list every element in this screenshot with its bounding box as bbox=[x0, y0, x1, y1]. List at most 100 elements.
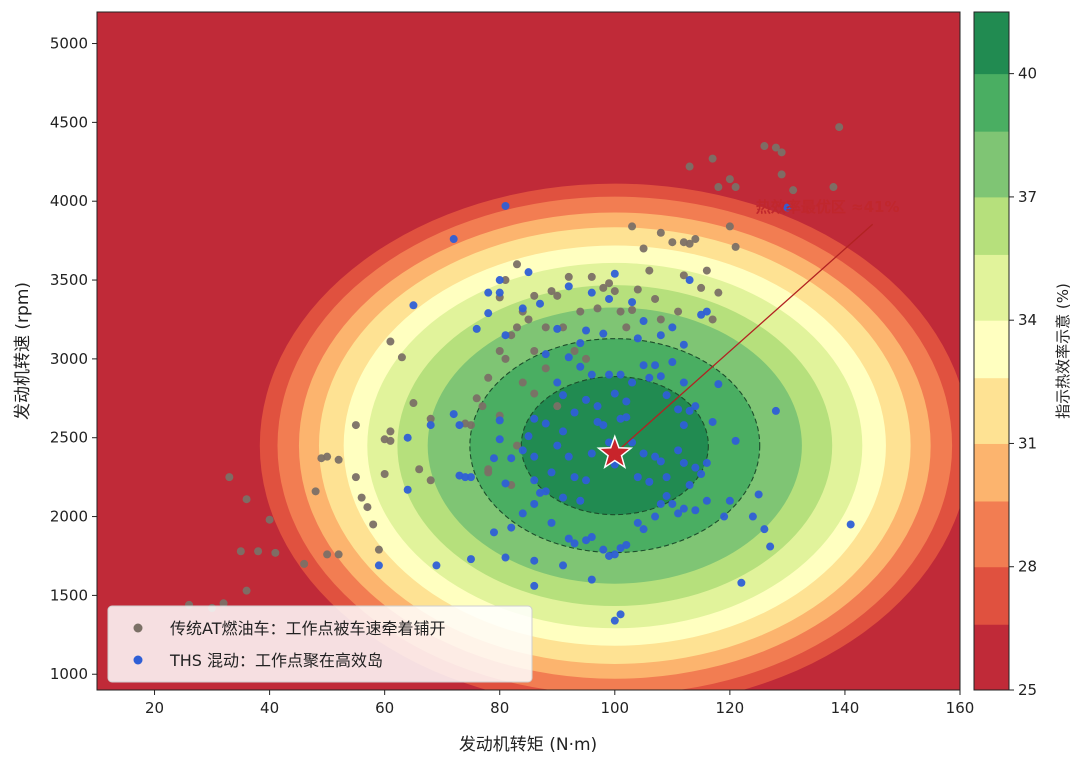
traditional-at-point bbox=[668, 238, 677, 247]
traditional-at-point bbox=[708, 154, 717, 163]
traditional-at-point bbox=[645, 266, 654, 275]
y-axis: 1000 1500 2000 2500 3000 3500 4000 4500 5000 bbox=[50, 35, 97, 683]
ths-hybrid-point bbox=[668, 323, 677, 332]
ths-hybrid-point bbox=[570, 408, 579, 417]
ths-hybrid-point bbox=[679, 340, 688, 349]
ths-hybrid-point bbox=[605, 294, 614, 303]
y-tick-label: 3000 bbox=[50, 350, 88, 368]
ths-hybrid-point bbox=[449, 235, 458, 244]
ths-hybrid-point bbox=[605, 438, 614, 447]
y-tick-label: 4500 bbox=[50, 113, 88, 131]
ths-hybrid-point bbox=[570, 539, 579, 548]
ths-hybrid-point bbox=[564, 534, 573, 543]
ths-hybrid-point bbox=[639, 525, 648, 534]
series-ths-hybrid-points bbox=[374, 201, 855, 625]
traditional-at-point bbox=[512, 441, 521, 450]
ths-hybrid-point bbox=[501, 201, 510, 210]
ths-hybrid-point bbox=[587, 288, 596, 297]
ths-hybrid-point bbox=[570, 473, 579, 482]
traditional-at-point bbox=[512, 260, 521, 269]
traditional-at-point bbox=[478, 402, 487, 411]
ths-hybrid-point bbox=[495, 276, 504, 285]
traditional-at-point bbox=[409, 399, 418, 408]
traditional-at-point bbox=[576, 307, 585, 316]
ths-hybrid-point bbox=[484, 309, 493, 318]
traditional-at-point bbox=[760, 142, 769, 151]
annotation-arrow bbox=[614, 223, 874, 454]
ths-hybrid-point bbox=[409, 301, 418, 310]
traditional-at-point bbox=[242, 586, 251, 595]
ths-hybrid-point bbox=[599, 329, 608, 338]
traditional-at-point bbox=[599, 283, 608, 292]
ths-hybrid-point bbox=[507, 523, 516, 532]
x-tick-label: 40 bbox=[260, 699, 279, 717]
ths-hybrid-point bbox=[679, 421, 688, 430]
colorbar-segment bbox=[974, 254, 1009, 321]
ths-hybrid-point bbox=[610, 389, 619, 398]
ths-hybrid-point bbox=[622, 540, 631, 549]
ths-hybrid-point bbox=[489, 454, 498, 463]
ths-hybrid-point bbox=[628, 438, 637, 447]
traditional-at-point bbox=[541, 323, 550, 332]
traditional-at-point bbox=[380, 469, 389, 478]
ths-hybrid-point bbox=[656, 457, 665, 466]
traditional-at-point bbox=[553, 291, 562, 300]
ths-hybrid-point bbox=[674, 446, 683, 455]
traditional-at-point bbox=[530, 347, 539, 355]
ths-hybrid-point bbox=[737, 578, 746, 587]
traditional-at-point bbox=[363, 503, 372, 512]
ths-hybrid-point bbox=[524, 268, 533, 277]
traditional-at-point bbox=[702, 266, 711, 275]
traditional-at-point bbox=[829, 183, 838, 192]
ths-hybrid-point bbox=[501, 553, 510, 562]
traditional-at-point bbox=[633, 285, 642, 294]
traditional-at-point bbox=[386, 427, 395, 436]
traditional-at-point bbox=[397, 353, 406, 362]
traditional-at-point bbox=[708, 315, 717, 324]
ths-hybrid-point bbox=[576, 362, 585, 371]
ths-hybrid-point bbox=[587, 575, 596, 584]
ths-hybrid-point bbox=[536, 299, 545, 308]
traditional-at-point bbox=[254, 547, 263, 556]
ths-hybrid-point bbox=[610, 269, 619, 278]
ths-hybrid-point bbox=[559, 561, 568, 570]
ths-hybrid-point bbox=[725, 496, 734, 505]
ths-hybrid-point bbox=[622, 413, 631, 422]
ths-hybrid-point bbox=[553, 378, 562, 387]
colorbar-tick-label: 34 bbox=[1018, 311, 1037, 329]
ths-hybrid-point bbox=[564, 353, 573, 362]
traditional-at-point bbox=[777, 170, 786, 179]
ths-hybrid-point bbox=[489, 528, 498, 537]
x-tick-label: 160 bbox=[946, 699, 975, 717]
ths-hybrid-point bbox=[628, 298, 637, 307]
ths-hybrid-point bbox=[466, 555, 475, 564]
ths-hybrid-point bbox=[662, 473, 671, 482]
ths-hybrid-point bbox=[639, 361, 648, 370]
ths-hybrid-point bbox=[708, 417, 717, 426]
ths-hybrid-point bbox=[674, 509, 683, 518]
traditional-at-point bbox=[651, 294, 660, 303]
traditional-at-point bbox=[674, 307, 683, 316]
ths-hybrid-point bbox=[662, 492, 671, 501]
y-tick-label: 1000 bbox=[50, 665, 88, 683]
colorbar-tick-label: 31 bbox=[1018, 434, 1037, 452]
traditional-at-point bbox=[725, 175, 734, 184]
traditional-at-point bbox=[530, 291, 539, 300]
traditional-at-point bbox=[582, 354, 591, 363]
ths-hybrid-point bbox=[679, 504, 688, 513]
traditional-at-point bbox=[835, 123, 844, 132]
ths-hybrid-point bbox=[530, 452, 539, 461]
colorbar-tick-label: 28 bbox=[1018, 558, 1037, 576]
traditional-at-point bbox=[610, 287, 619, 296]
ths-hybrid-point bbox=[697, 469, 706, 478]
traditional-at-point bbox=[484, 373, 493, 382]
traditional-at-point bbox=[501, 276, 510, 285]
traditional-at-point bbox=[300, 559, 309, 568]
plot-frame bbox=[96, 11, 961, 691]
ths-hybrid-point bbox=[495, 288, 504, 297]
ths-hybrid-point bbox=[559, 427, 568, 436]
ths-hybrid-point bbox=[610, 616, 619, 625]
ths-hybrid-point bbox=[645, 373, 654, 382]
ths-hybrid-point bbox=[455, 421, 464, 430]
ths-hybrid-point bbox=[633, 518, 642, 527]
